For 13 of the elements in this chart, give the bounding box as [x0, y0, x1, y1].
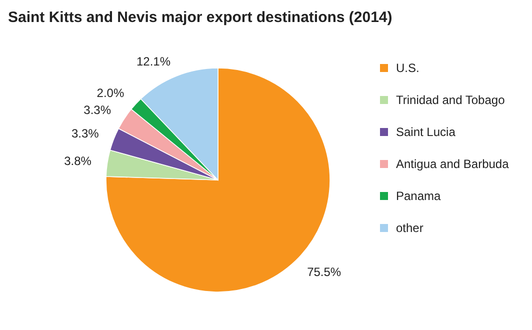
data-label: 3.3% [71, 126, 100, 140]
legend-label: U.S. [396, 61, 420, 76]
data-label: 3.8% [64, 154, 92, 168]
chart-title: Saint Kitts and Nevis major export destinations (2014) [8, 9, 392, 26]
data-label: 3.3% [84, 102, 112, 117]
legend-label: Trinidad and Tobago [396, 93, 506, 108]
legend-label: other [396, 221, 424, 236]
legend-label: Antigua and Barbuda [396, 157, 510, 172]
legend-label: Panama [396, 189, 442, 204]
data-label: 75.5% [307, 265, 342, 280]
legend-label: Saint Lucia [396, 125, 456, 140]
data-label: 2.0% [96, 86, 124, 100]
data-label: 12.1% [136, 54, 171, 68]
